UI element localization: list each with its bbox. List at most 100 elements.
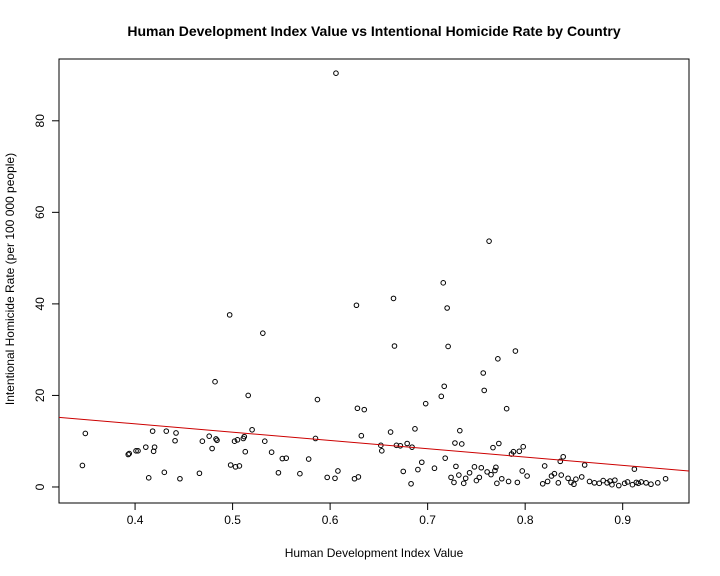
data-point bbox=[214, 437, 220, 444]
data-point bbox=[268, 449, 275, 455]
data-point bbox=[555, 480, 562, 486]
data-point bbox=[635, 480, 642, 487]
data-point bbox=[471, 464, 478, 470]
data-point bbox=[361, 406, 368, 413]
data-point bbox=[662, 475, 669, 482]
data-point bbox=[379, 448, 385, 454]
data-point bbox=[496, 440, 502, 447]
data-point bbox=[458, 441, 465, 447]
data-point bbox=[615, 482, 622, 489]
data-point bbox=[565, 475, 571, 482]
data-point bbox=[609, 481, 615, 488]
data-point bbox=[456, 472, 462, 478]
data-point bbox=[442, 455, 448, 461]
data-point bbox=[390, 295, 397, 302]
data-point bbox=[578, 474, 585, 480]
data-point bbox=[275, 469, 282, 476]
data-point bbox=[480, 370, 487, 376]
data-point bbox=[283, 455, 290, 461]
data-point bbox=[408, 480, 414, 487]
data-point bbox=[391, 343, 398, 349]
data-point bbox=[172, 437, 178, 444]
data-point bbox=[393, 442, 400, 449]
data-point bbox=[457, 427, 463, 434]
trend-line bbox=[58, 416, 690, 472]
data-point bbox=[440, 280, 447, 286]
x-tick-label: 0.6 bbox=[322, 513, 339, 527]
chart-title: Human Development Index Value vs Intenti… bbox=[127, 23, 620, 39]
data-point bbox=[324, 474, 330, 481]
data-point bbox=[79, 462, 86, 469]
y-axis-label: Intentional Homicide Rate (per 100 000 p… bbox=[3, 153, 17, 405]
data-point bbox=[493, 464, 499, 471]
data-point bbox=[510, 448, 517, 455]
data-point bbox=[445, 343, 451, 350]
data-point bbox=[358, 432, 365, 439]
data-point bbox=[163, 428, 170, 434]
data-point bbox=[196, 470, 203, 477]
data-point bbox=[466, 469, 473, 476]
y-tick-label: 20 bbox=[33, 388, 47, 402]
x-axis-label: Human Development Index Value bbox=[285, 546, 464, 560]
data-point bbox=[643, 480, 649, 486]
data-point bbox=[520, 443, 527, 450]
data-point bbox=[503, 405, 510, 412]
data-point bbox=[333, 70, 339, 76]
data-point bbox=[462, 475, 469, 482]
data-point bbox=[151, 444, 158, 450]
data-point bbox=[451, 479, 457, 486]
data-point bbox=[312, 435, 319, 442]
data-point bbox=[476, 474, 483, 481]
data-point bbox=[453, 463, 459, 470]
y-tick-label: 40 bbox=[33, 297, 47, 311]
data-point bbox=[505, 478, 512, 485]
data-point bbox=[631, 466, 638, 472]
data-point bbox=[648, 481, 654, 488]
data-point bbox=[488, 471, 494, 478]
data-point bbox=[161, 469, 168, 476]
data-point bbox=[422, 400, 429, 407]
data-point bbox=[387, 429, 394, 435]
data-point bbox=[335, 468, 341, 474]
data-point bbox=[581, 462, 588, 468]
data-point bbox=[448, 474, 454, 481]
data-point bbox=[524, 473, 530, 479]
data-point bbox=[481, 387, 488, 394]
data-point bbox=[400, 468, 407, 475]
data-point bbox=[621, 480, 628, 487]
data-point bbox=[519, 468, 526, 474]
y-tick-label: 60 bbox=[33, 205, 47, 219]
data-point bbox=[490, 444, 496, 451]
y-tick-label: 0 bbox=[33, 483, 47, 490]
data-point bbox=[473, 477, 480, 484]
data-point bbox=[177, 475, 183, 482]
data-point bbox=[494, 480, 500, 487]
data-point bbox=[314, 396, 321, 403]
data-point bbox=[354, 405, 361, 412]
data-point bbox=[212, 378, 218, 385]
x-tick-label: 0.4 bbox=[127, 513, 144, 527]
data-point bbox=[596, 480, 603, 487]
data-point bbox=[516, 448, 523, 455]
plot-frame bbox=[58, 58, 690, 504]
x-tick-label: 0.8 bbox=[517, 513, 534, 527]
data-point bbox=[558, 472, 565, 478]
data-point bbox=[441, 383, 448, 390]
data-point bbox=[297, 470, 303, 477]
data-point bbox=[245, 392, 251, 399]
data-point bbox=[541, 463, 548, 469]
data-point bbox=[135, 448, 141, 454]
data-point bbox=[431, 465, 438, 472]
data-point bbox=[355, 474, 362, 480]
data-point bbox=[573, 476, 579, 482]
data-point bbox=[544, 478, 551, 485]
data-point bbox=[332, 475, 338, 482]
data-point bbox=[242, 448, 249, 455]
data-point bbox=[231, 438, 238, 445]
x-tick-label: 0.7 bbox=[419, 513, 436, 527]
data-point bbox=[279, 455, 286, 462]
data-point bbox=[142, 444, 149, 450]
data-point bbox=[452, 440, 458, 446]
data-point bbox=[206, 433, 212, 439]
data-point bbox=[227, 462, 234, 468]
